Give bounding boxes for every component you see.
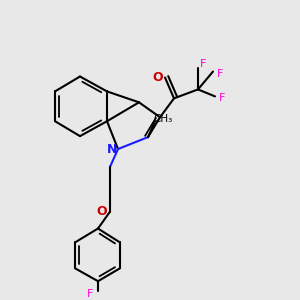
Text: O: O [153,71,163,84]
Text: F: F [87,289,93,299]
Text: F: F [200,58,206,69]
Text: O: O [97,205,107,218]
Text: N: N [107,142,117,155]
Text: F: F [217,68,223,79]
Text: F: F [219,93,225,103]
Text: CH₃: CH₃ [153,114,172,124]
